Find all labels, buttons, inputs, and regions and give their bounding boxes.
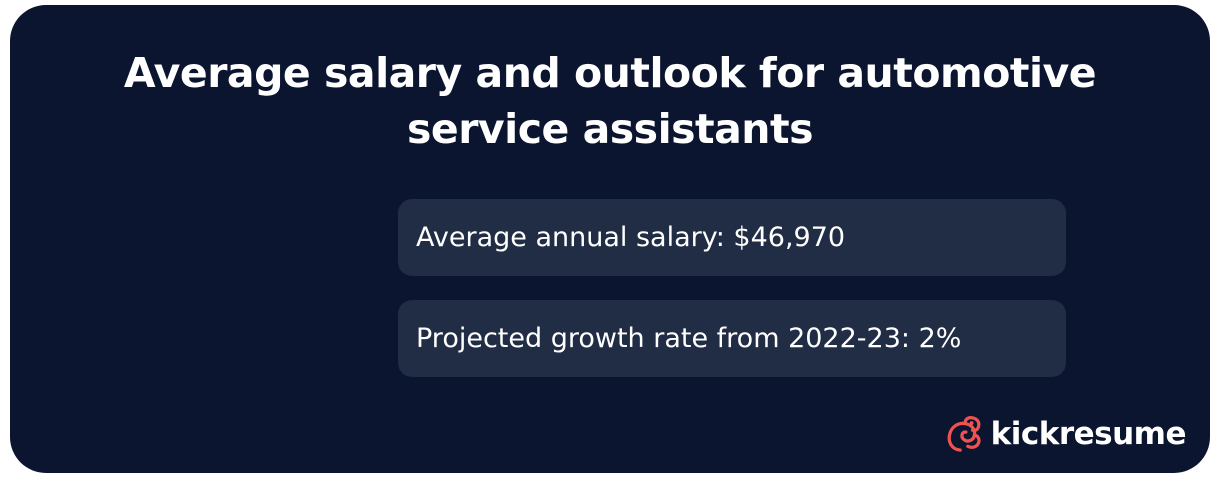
- kickresume-logo-icon: [947, 416, 981, 452]
- title-line-2: service assistants: [407, 105, 814, 153]
- page-title: Average salary and outlook for automotiv…: [10, 45, 1210, 157]
- infographic-card: Average salary and outlook for automotiv…: [10, 5, 1210, 473]
- average-salary-text: Average annual salary: $46,970: [416, 222, 846, 253]
- brand-name: kickresume: [990, 416, 1187, 452]
- average-salary-box: Average annual salary: $46,970: [398, 199, 1066, 276]
- brand-logo: kickresume: [945, 415, 1187, 453]
- growth-rate-text: Projected growth rate from 2022-23: 2%: [416, 323, 962, 354]
- growth-rate-box: Projected growth rate from 2022-23: 2%: [398, 300, 1066, 377]
- title-line-1: Average salary and outlook for automotiv…: [123, 49, 1097, 97]
